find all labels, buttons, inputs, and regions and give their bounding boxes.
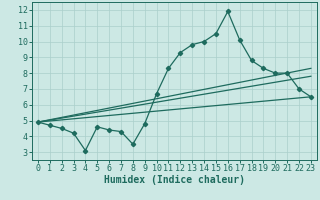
X-axis label: Humidex (Indice chaleur): Humidex (Indice chaleur)	[104, 175, 245, 185]
